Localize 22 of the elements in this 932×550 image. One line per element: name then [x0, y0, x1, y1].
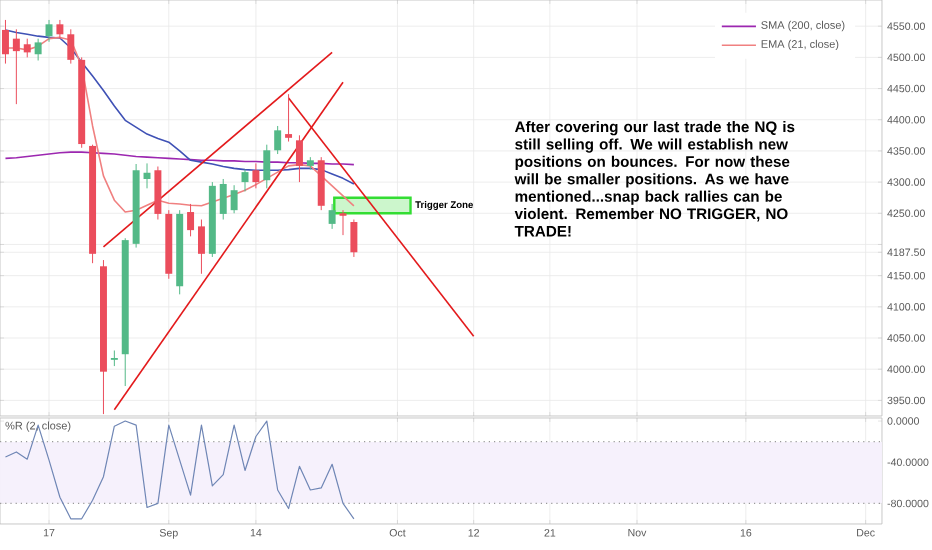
candlestick [187, 203, 195, 237]
candlestick [295, 134, 303, 183]
candlestick [328, 203, 336, 230]
candlestick [350, 219, 358, 258]
candlestick [317, 156, 325, 211]
candlestick [1, 19, 9, 65]
candlestick [154, 166, 162, 221]
candlestick [252, 162, 260, 189]
candlestick [67, 28, 75, 65]
candlestick [45, 19, 53, 43]
candlestick [56, 19, 64, 40]
line-series [4, 420, 355, 520]
candlestick [219, 178, 227, 221]
candlestick [12, 28, 20, 105]
candlestick [34, 38, 42, 61]
candlestick [197, 219, 205, 275]
candlestick [285, 93, 293, 143]
candlestick [230, 184, 238, 214]
candlestick [263, 144, 271, 189]
candlestick [23, 38, 31, 58]
candlestick [274, 125, 282, 155]
candlestick [339, 209, 347, 236]
